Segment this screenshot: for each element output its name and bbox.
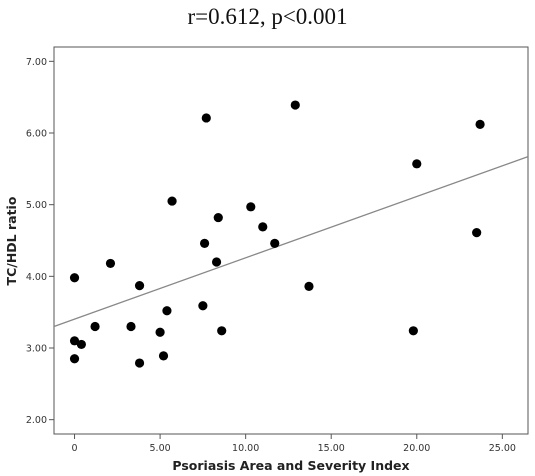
x-tick-label: 10.00: [232, 443, 259, 454]
plot-frame: [53, 46, 529, 435]
x-tick-label: 0: [72, 443, 78, 454]
data-point: [105, 258, 116, 269]
data-point: [126, 321, 136, 332]
y-tick-label: 2.00: [26, 415, 47, 426]
data-point: [201, 113, 211, 123]
data-point: [213, 212, 223, 223]
data-point: [134, 281, 145, 291]
data-point: [408, 326, 418, 336]
x-tick-label: 20.00: [403, 443, 430, 454]
y-tick-label: 6.00: [26, 129, 47, 140]
data-point: [158, 351, 169, 361]
data-point: [69, 354, 80, 364]
data-point: [134, 358, 145, 368]
data-point: [270, 238, 280, 248]
axis-ticks: 0 5.00 10.00 15.00 20.00 25.00 2.00 3.00 4.00 5.0…: [26, 57, 516, 454]
data-point: [304, 281, 314, 291]
data-point: [475, 119, 485, 129]
data-point: [167, 196, 177, 206]
data-point: [412, 159, 422, 169]
y-tick-label: 3.00: [26, 344, 47, 355]
data-points: [69, 100, 485, 368]
data-point: [290, 100, 300, 110]
data-point: [472, 228, 482, 238]
y-tick-label: 7.00: [26, 57, 47, 68]
data-point: [90, 321, 100, 332]
data-point: [211, 257, 222, 267]
data-point: [198, 301, 208, 311]
data-point: [258, 222, 268, 232]
y-tick-label: 5.00: [26, 200, 47, 211]
data-point: [217, 326, 227, 336]
data-point: [76, 339, 86, 350]
data-point: [246, 202, 256, 212]
data-point: [162, 306, 172, 316]
x-tick-label: 15.00: [318, 443, 345, 454]
data-point: [155, 327, 165, 337]
regression-line: [53, 156, 529, 328]
y-tick-label: 4.00: [26, 272, 47, 283]
chart-title: r=0.612, p<0.001: [187, 4, 348, 29]
x-tick-label: 25.00: [489, 443, 516, 454]
data-point: [69, 273, 80, 283]
y-axis-label: TC/HDL ratio: [4, 196, 19, 285]
data-point: [199, 238, 210, 248]
x-tick-label: 5.00: [150, 443, 171, 454]
x-axis-label: Psoriasis Area and Severity Index: [172, 458, 409, 473]
data-point: [69, 336, 80, 346]
